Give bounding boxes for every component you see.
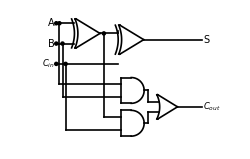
Circle shape [55,42,58,45]
Text: $C_{in}$: $C_{in}$ [42,58,55,70]
Text: A: A [48,18,55,28]
Circle shape [55,22,58,25]
Text: B: B [48,39,55,48]
Circle shape [58,22,61,25]
Text: $C_{out}$: $C_{out}$ [203,101,221,113]
Circle shape [55,62,58,66]
Circle shape [61,42,64,45]
Text: S: S [203,35,209,45]
Circle shape [102,32,106,35]
Circle shape [64,62,67,66]
